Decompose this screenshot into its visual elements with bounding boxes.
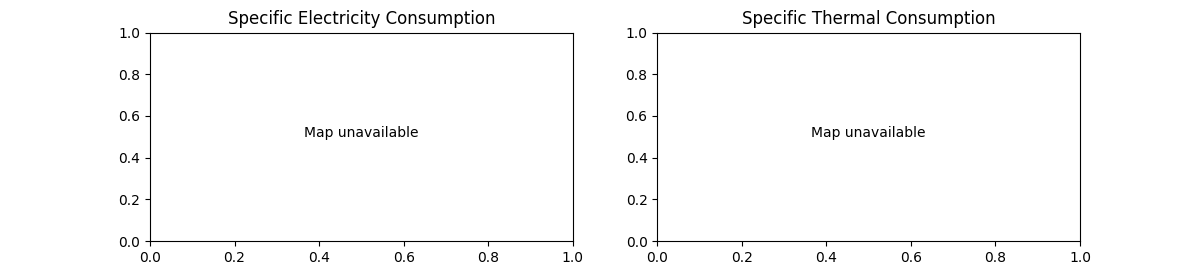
Title: Specific Electricity Consumption: Specific Electricity Consumption [228,10,496,28]
Title: Specific Thermal Consumption: Specific Thermal Consumption [742,10,996,28]
Text: Map unavailable: Map unavailable [304,126,419,140]
Text: Map unavailable: Map unavailable [811,126,926,140]
